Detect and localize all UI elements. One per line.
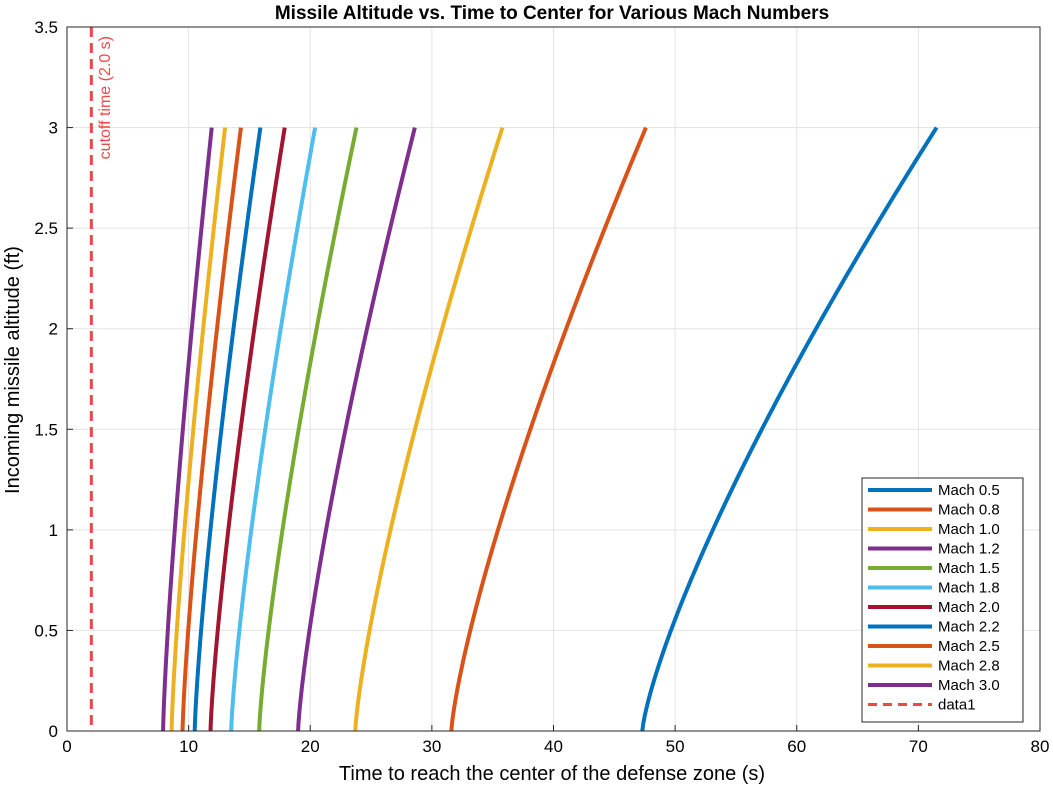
legend-label: Mach 2.2	[938, 619, 1000, 636]
legend-label: Mach 2.0	[938, 599, 1000, 616]
x-tick-label: 10	[179, 737, 198, 756]
legend-label: Mach 0.8	[938, 502, 1000, 519]
series-line	[353, 126, 505, 732]
y-tick-label: 1	[49, 521, 58, 540]
series-line	[296, 127, 417, 732]
x-tick-label: 20	[301, 737, 320, 756]
y-tick-label: 2	[49, 320, 58, 339]
y-tick-label: 2.5	[34, 219, 58, 238]
series-line	[640, 126, 939, 732]
x-tick-label: 40	[544, 737, 563, 756]
legend-label: Mach 0.5	[938, 482, 1000, 499]
legend-label: Mach 1.2	[938, 541, 1000, 558]
legend-label: Mach 2.8	[938, 658, 1000, 675]
x-tick-label: 80	[1031, 737, 1050, 756]
series-line	[192, 127, 263, 732]
y-tick-label: 3	[49, 119, 58, 138]
y-tick-label: 3.5	[34, 18, 58, 37]
legend: Mach 0.5 Mach 0.8 Mach 1.0 Mach 1.2 Mach 1.5…	[861, 477, 1024, 723]
series-line	[208, 127, 287, 732]
x-axis-label: Time to reach the center of the defense …	[339, 763, 765, 785]
x-tick-label: 30	[422, 737, 441, 756]
y-tick-label: 0	[49, 722, 58, 741]
x-tick-label: 50	[666, 737, 685, 756]
series-line	[229, 127, 318, 732]
x-tick-label: 60	[787, 737, 806, 756]
series-layer	[89, 27, 939, 732]
y-tick-label: 0.5	[34, 621, 58, 640]
legend-label: Mach 3.0	[938, 677, 1000, 694]
x-tick-label: 0	[62, 737, 71, 756]
series-line	[169, 127, 228, 732]
series-line	[257, 127, 359, 732]
y-axis-label: Incoming missile altitude (ft)	[2, 246, 24, 494]
legend-label: Mach 1.0	[938, 521, 1000, 538]
series-line	[180, 127, 243, 732]
y-tick-label: 1.5	[34, 420, 58, 439]
chart-title: Missile Altitude vs. Time to Center for …	[275, 3, 829, 24]
legend-label: Mach 1.8	[938, 580, 1000, 597]
x-tick-label: 70	[909, 737, 928, 756]
ticks: 0 10 20 30 40 50 60 70 80 0 0.5 1 1.5 2 2.5 3 3.5	[34, 18, 1049, 756]
legend-box	[861, 477, 1024, 723]
series-line	[449, 126, 648, 732]
series-line	[161, 127, 214, 732]
cutoff-annotation: cutoff time (2.0 s)	[97, 36, 114, 159]
legend-label: data1	[938, 697, 976, 714]
legend-label: Mach 2.5	[938, 638, 1000, 655]
legend-label: Mach 1.5	[938, 560, 1000, 577]
